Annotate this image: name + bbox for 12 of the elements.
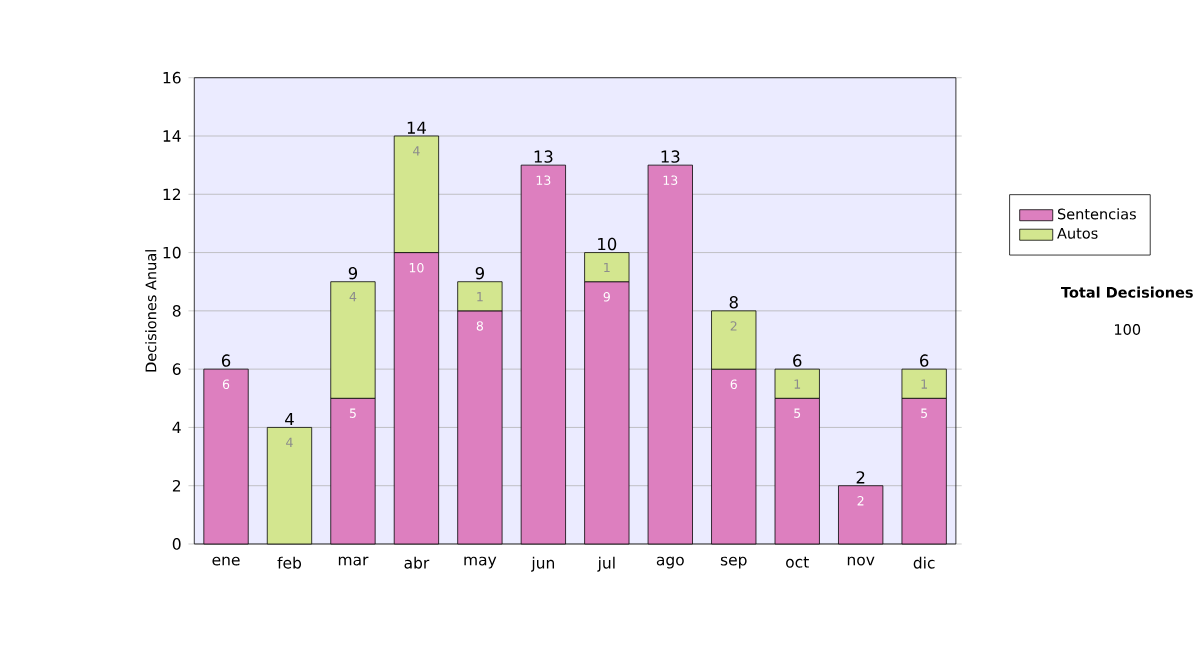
total-label: 10: [598, 237, 617, 250]
total-label: 9: [475, 266, 484, 280]
total-label: 4: [285, 412, 294, 425]
total-label: 14: [407, 121, 426, 134]
total-label: 2: [856, 470, 865, 484]
total-label: 8: [729, 295, 738, 309]
total-label: 6: [793, 354, 802, 367]
total-label: 6: [920, 354, 929, 367]
total-label: 13: [661, 150, 680, 163]
total-label: 9: [348, 266, 358, 280]
total-label: 6: [221, 354, 231, 367]
total-label: 13: [534, 150, 553, 163]
